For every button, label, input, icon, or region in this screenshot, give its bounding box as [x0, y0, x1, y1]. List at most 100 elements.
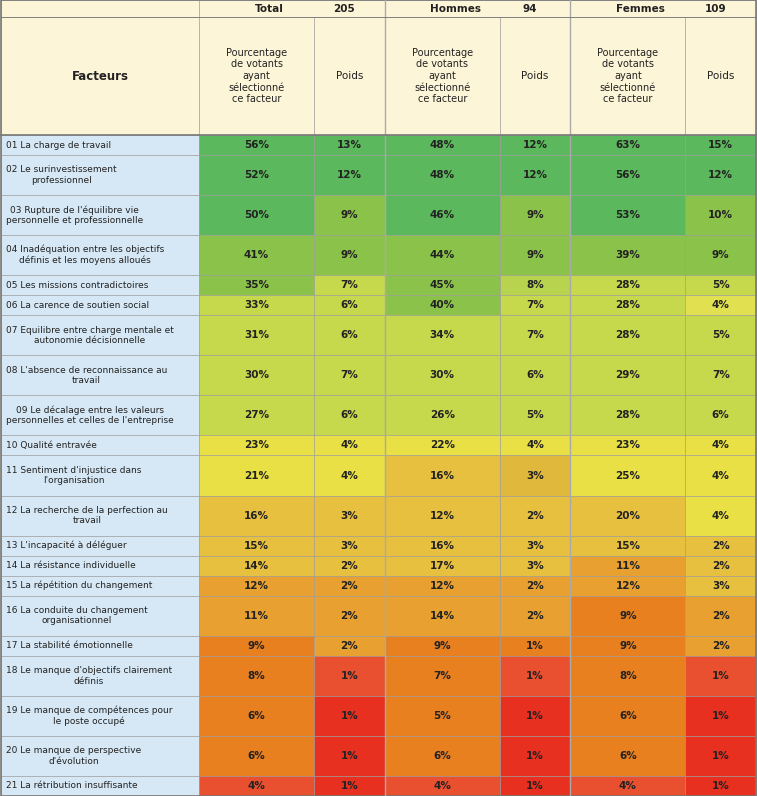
Text: 12%: 12% — [522, 170, 547, 180]
Bar — [685, 235, 756, 275]
Text: 2%: 2% — [712, 641, 730, 651]
Bar — [570, 17, 685, 135]
Text: 5%: 5% — [712, 280, 730, 291]
Bar — [570, 155, 685, 195]
Text: 5%: 5% — [712, 330, 730, 341]
Text: 4%: 4% — [526, 440, 544, 451]
Bar — [685, 435, 756, 455]
Bar — [385, 235, 500, 275]
Text: 13 L'incapacité à déléguer: 13 L'incapacité à déléguer — [6, 540, 126, 550]
Bar — [570, 135, 685, 155]
Bar — [314, 295, 385, 315]
Text: 7%: 7% — [433, 671, 451, 681]
Bar — [199, 315, 314, 355]
Bar — [685, 696, 756, 736]
Bar — [685, 656, 756, 696]
Bar — [1, 135, 199, 155]
Text: 8%: 8% — [248, 671, 266, 681]
Text: 16%: 16% — [430, 540, 455, 551]
Text: 29%: 29% — [615, 370, 640, 380]
Text: 2%: 2% — [712, 560, 730, 571]
Text: 50%: 50% — [244, 210, 269, 220]
Text: 23%: 23% — [615, 440, 640, 451]
Text: 1%: 1% — [526, 751, 544, 761]
Bar — [1, 315, 199, 355]
Bar — [500, 736, 570, 776]
Text: 28%: 28% — [615, 280, 640, 291]
Text: 2%: 2% — [341, 611, 358, 621]
Bar — [685, 496, 756, 536]
Bar — [500, 155, 570, 195]
Bar — [1, 155, 199, 195]
Text: 6%: 6% — [619, 751, 637, 761]
Text: 94: 94 — [522, 3, 537, 14]
Bar — [199, 195, 314, 235]
Bar — [570, 396, 685, 435]
Bar — [199, 595, 314, 636]
Bar — [570, 776, 685, 796]
Text: 9%: 9% — [619, 641, 637, 651]
Text: 109: 109 — [704, 3, 726, 14]
Bar — [685, 455, 756, 496]
Bar — [385, 696, 500, 736]
Bar — [199, 396, 314, 435]
Text: 3%: 3% — [712, 580, 730, 591]
Bar — [199, 536, 314, 556]
Bar — [685, 595, 756, 636]
Text: 16 La conduite du changement
organisationnel: 16 La conduite du changement organisatio… — [6, 606, 148, 626]
Text: 12%: 12% — [430, 510, 455, 521]
Text: 15 La répétition du changement: 15 La répétition du changement — [6, 581, 152, 591]
Text: 30%: 30% — [244, 370, 269, 380]
Text: 1%: 1% — [526, 781, 544, 791]
Text: 6%: 6% — [341, 300, 358, 310]
Text: 18 Le manque d'objectifs clairement
définis: 18 Le manque d'objectifs clairement défi… — [6, 666, 172, 685]
Bar — [570, 696, 685, 736]
Text: 5%: 5% — [433, 711, 451, 721]
Text: 41%: 41% — [244, 250, 269, 260]
Bar — [199, 0, 385, 17]
Text: Facteurs: Facteurs — [71, 69, 129, 83]
Text: 05 Les missions contradictoires: 05 Les missions contradictoires — [6, 281, 148, 290]
Text: 14%: 14% — [430, 611, 455, 621]
Text: 2%: 2% — [526, 580, 544, 591]
Text: 2%: 2% — [341, 641, 358, 651]
Text: 23%: 23% — [244, 440, 269, 451]
Text: 6%: 6% — [248, 711, 266, 721]
Bar — [1, 435, 199, 455]
Bar — [385, 576, 500, 595]
Text: 6%: 6% — [433, 751, 451, 761]
Bar — [385, 455, 500, 496]
Bar — [570, 235, 685, 275]
Bar — [199, 17, 314, 135]
Text: 07 Equilibre entre charge mentale et
autonomie décisionnelle: 07 Equilibre entre charge mentale et aut… — [6, 326, 174, 345]
Bar — [385, 396, 500, 435]
Bar — [199, 736, 314, 776]
Bar — [199, 135, 314, 155]
Bar — [685, 135, 756, 155]
Text: 9%: 9% — [434, 641, 451, 651]
Text: 1%: 1% — [526, 641, 544, 651]
Bar — [685, 275, 756, 295]
Bar — [500, 556, 570, 576]
Text: 4%: 4% — [712, 510, 730, 521]
Text: 12%: 12% — [430, 580, 455, 591]
Bar — [1, 776, 199, 796]
Bar — [1, 556, 199, 576]
Text: 3%: 3% — [526, 470, 544, 481]
Text: 28%: 28% — [615, 411, 640, 420]
Text: 01 La charge de travail: 01 La charge de travail — [6, 141, 111, 150]
Text: 9%: 9% — [341, 210, 358, 220]
Text: 3%: 3% — [341, 540, 358, 551]
Bar — [570, 455, 685, 496]
Bar — [570, 595, 685, 636]
Text: 12%: 12% — [244, 580, 269, 591]
Bar — [314, 315, 385, 355]
Bar — [199, 355, 314, 396]
Bar — [500, 696, 570, 736]
Bar — [385, 195, 500, 235]
Text: 1%: 1% — [712, 751, 730, 761]
Text: 1%: 1% — [712, 671, 730, 681]
Bar — [1, 536, 199, 556]
Text: 205: 205 — [333, 3, 355, 14]
Bar — [385, 355, 500, 396]
